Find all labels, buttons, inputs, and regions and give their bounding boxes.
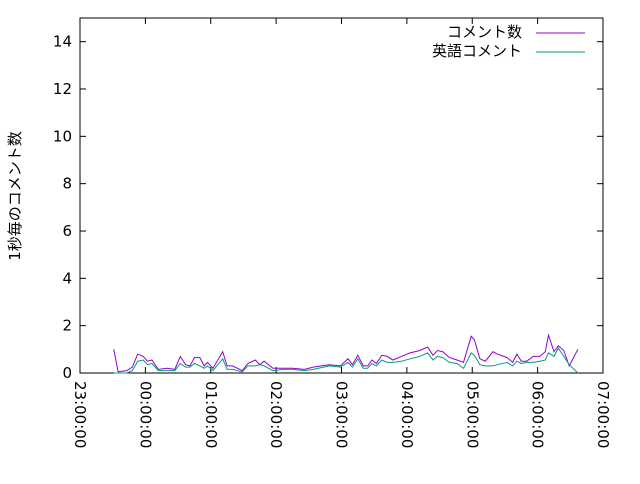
y-tick-label: 8 xyxy=(62,175,72,193)
plot-border xyxy=(80,18,603,373)
x-tick-label: 23:00:00 xyxy=(71,381,89,448)
x-tick-label: 04:00:00 xyxy=(398,381,416,448)
series-line-0 xyxy=(114,335,578,372)
legend-label-1: 英語コメント xyxy=(432,42,522,60)
x-tick-label: 07:00:00 xyxy=(594,381,612,448)
legend-label-0: コメント数 xyxy=(447,23,522,41)
y-tick-label: 6 xyxy=(62,222,72,240)
x-tick-label: 01:00:00 xyxy=(202,381,220,448)
y-tick-label: 10 xyxy=(53,127,72,145)
legend: コメント数 英語コメント xyxy=(432,23,585,60)
y-tick-label: 2 xyxy=(62,317,72,335)
y-tick-label: 4 xyxy=(62,269,72,287)
y-tick-label: 14 xyxy=(53,33,72,51)
x-tick-label: 02:00:00 xyxy=(267,381,285,448)
y-tick-label: 0 xyxy=(62,364,72,382)
y-axis-label: 1秒毎のコメント数 xyxy=(6,131,24,261)
x-tick-label: 05:00:00 xyxy=(463,381,481,448)
x-tick-label: 03:00:00 xyxy=(333,381,351,448)
x-tick-label: 06:00:00 xyxy=(529,381,547,448)
y-tick-label: 12 xyxy=(53,80,72,98)
x-tick-label: 00:00:00 xyxy=(136,381,154,448)
